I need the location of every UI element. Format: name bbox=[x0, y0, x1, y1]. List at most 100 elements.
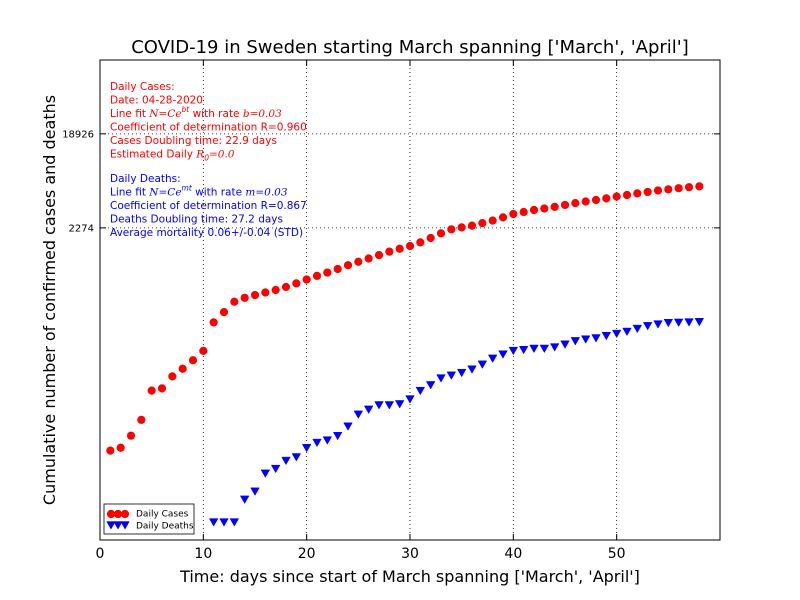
data-point-cases bbox=[126, 431, 136, 440]
data-point-deaths bbox=[529, 344, 539, 354]
data-point-cases bbox=[385, 247, 394, 256]
data-point-cases bbox=[591, 195, 601, 205]
data-point-deaths bbox=[405, 395, 415, 404]
data-point-cases bbox=[488, 216, 497, 225]
data-point-cases bbox=[571, 199, 580, 208]
data-point-deaths bbox=[518, 345, 529, 355]
x-axis-ticks: 0 10 20 30 40 50 bbox=[96, 60, 626, 562]
data-point-cases bbox=[240, 293, 249, 302]
data-point-cases bbox=[550, 202, 559, 211]
x-axis-label: Time: days since start of March spanning… bbox=[179, 567, 640, 586]
data-point-deaths bbox=[653, 320, 663, 329]
data-point-deaths bbox=[332, 431, 343, 441]
data-point-cases bbox=[106, 446, 115, 455]
data-point-deaths bbox=[229, 518, 240, 527]
data-point-deaths bbox=[591, 334, 601, 343]
data-point-cases bbox=[664, 185, 673, 194]
data-point-cases bbox=[436, 229, 446, 238]
data-point-deaths bbox=[498, 350, 508, 359]
data-point-cases bbox=[343, 261, 353, 270]
annotation-deaths-line-5: Average mortality 0.06+/-0.04 (STD) bbox=[110, 227, 303, 239]
annotation-cases-line-6: Estimated Daily R0​=0.0 bbox=[110, 149, 235, 163]
data-point-cases bbox=[416, 238, 425, 247]
data-point-cases bbox=[674, 184, 683, 193]
data-point-deaths bbox=[549, 343, 560, 352]
data-point-cases bbox=[653, 186, 663, 195]
data-point-cases bbox=[188, 356, 198, 365]
data-point-deaths bbox=[353, 410, 364, 419]
data-point-cases bbox=[478, 219, 487, 228]
data-point-cases bbox=[219, 308, 229, 317]
data-point-cases bbox=[333, 264, 342, 274]
data-point-cases bbox=[509, 209, 518, 219]
x-tick-label: 50 bbox=[608, 546, 626, 562]
data-point-cases bbox=[178, 364, 187, 373]
series-daily-cases bbox=[106, 182, 704, 455]
annotation-deaths-line-4: Deaths Doubling time: 27.2 days bbox=[110, 214, 283, 226]
annotation-cases-line-5: Cases Doubling time: 22.9 days bbox=[110, 135, 277, 147]
data-point-cases bbox=[622, 190, 632, 200]
data-point-cases bbox=[302, 275, 311, 284]
data-point-cases bbox=[312, 271, 322, 280]
data-point-deaths bbox=[446, 371, 457, 380]
annotation-cases-line-2: Date: 04-28-2020 bbox=[110, 95, 203, 107]
data-point-cases bbox=[447, 225, 456, 234]
legend-box bbox=[103, 503, 195, 535]
data-point-deaths bbox=[415, 386, 426, 396]
data-point-deaths bbox=[632, 324, 643, 334]
data-point-deaths bbox=[467, 365, 477, 374]
data-point-deaths bbox=[560, 340, 570, 349]
legend-marker-deaths bbox=[120, 521, 130, 530]
data-point-deaths bbox=[239, 495, 250, 504]
y-tick-label: 2274 bbox=[69, 223, 94, 234]
data-point-deaths bbox=[250, 487, 260, 496]
annotation-cases-line-1: Daily Cases: bbox=[110, 81, 175, 93]
data-point-deaths bbox=[436, 374, 446, 383]
legend-marker-cases bbox=[120, 509, 130, 519]
legend-label-deaths: Daily Deaths bbox=[136, 522, 194, 532]
data-point-cases bbox=[498, 213, 508, 222]
data-point-deaths bbox=[663, 319, 674, 328]
annotation-cases-line-4: Coefficient of determination R=0.960 bbox=[110, 122, 307, 134]
data-point-cases bbox=[602, 194, 611, 203]
data-point-cases bbox=[271, 285, 280, 295]
legend-deaths-marker bbox=[106, 521, 130, 530]
legend-cases-marker bbox=[106, 509, 130, 519]
data-point-deaths bbox=[456, 368, 467, 378]
legend-marker-deaths bbox=[106, 521, 116, 530]
data-point-cases bbox=[281, 282, 291, 292]
data-point-cases bbox=[157, 384, 167, 393]
data-point-cases bbox=[209, 318, 218, 327]
series-daily-deaths bbox=[208, 318, 705, 527]
data-point-cases bbox=[354, 257, 363, 266]
y-tick-label: 18926 bbox=[62, 129, 94, 140]
x-tick-label: 30 bbox=[401, 546, 419, 562]
data-point-cases bbox=[684, 183, 694, 192]
data-point-cases bbox=[168, 372, 177, 381]
data-point-deaths bbox=[260, 469, 271, 478]
data-point-cases bbox=[230, 297, 239, 306]
data-point-cases bbox=[147, 386, 156, 395]
annotation-deaths-line-3: Coefficient of determination R=0.867 bbox=[110, 200, 307, 212]
y-axis-ticks: 2274 18926 bbox=[62, 129, 720, 234]
data-point-deaths bbox=[539, 344, 550, 354]
data-point-cases bbox=[292, 279, 301, 288]
data-point-deaths bbox=[570, 337, 581, 346]
chart-title: COVID-19 in Sweden starting March spanni… bbox=[131, 37, 689, 58]
x-tick-label: 10 bbox=[194, 546, 212, 562]
data-point-cases bbox=[261, 288, 270, 297]
data-point-deaths bbox=[270, 464, 281, 474]
data-point-deaths bbox=[622, 327, 632, 337]
data-point-deaths bbox=[673, 318, 684, 327]
legend-marker-deaths bbox=[113, 521, 123, 530]
y-axis-label: Cumulative number of confirmed cases and… bbox=[40, 95, 59, 505]
legend-marker-cases bbox=[113, 509, 123, 519]
data-point-cases bbox=[116, 443, 125, 452]
data-point-deaths bbox=[425, 381, 436, 390]
data-point-deaths bbox=[363, 405, 374, 414]
x-tick-label: 40 bbox=[504, 546, 522, 562]
data-point-cases bbox=[529, 205, 539, 215]
data-point-deaths bbox=[601, 332, 612, 341]
legend: Daily Cases Daily Deaths bbox=[103, 503, 195, 535]
data-point-cases bbox=[612, 192, 621, 201]
